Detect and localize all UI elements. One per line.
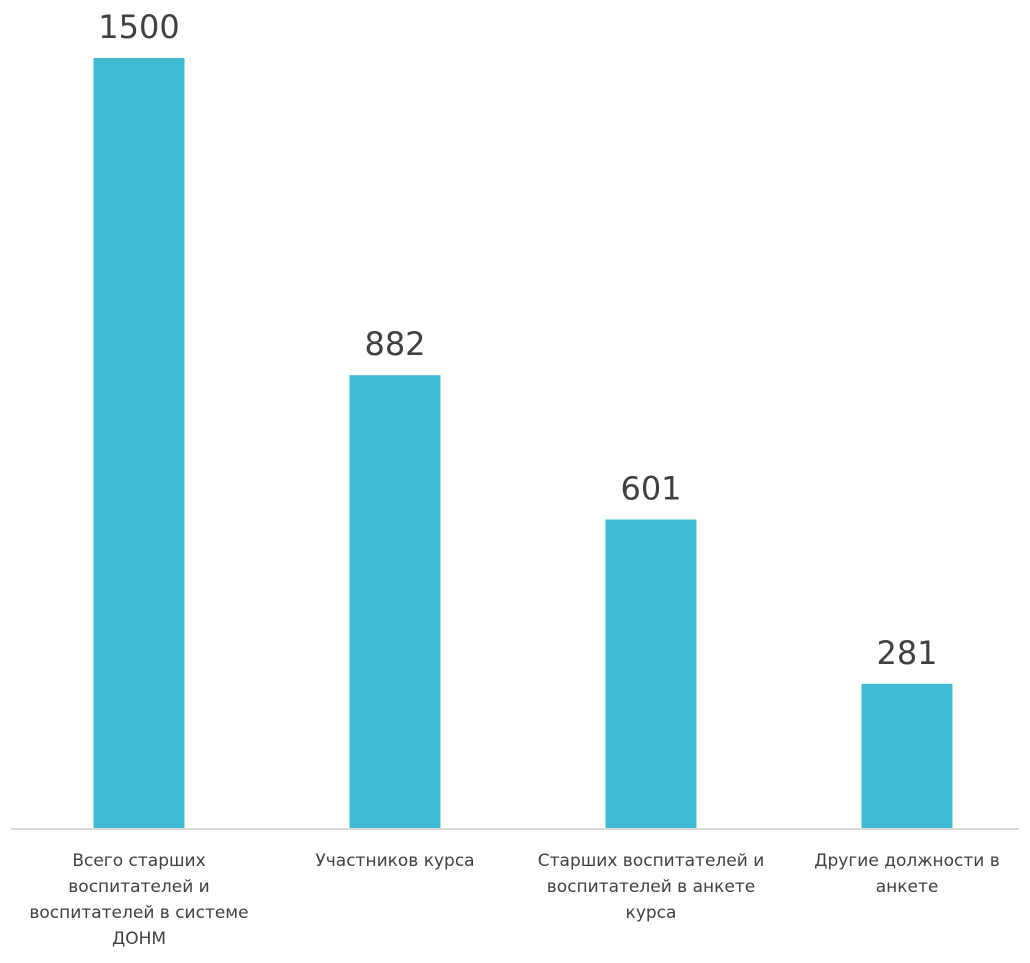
category-label-4: Другие должности в анкете — [814, 851, 1000, 897]
data-labels-group: 1500 882 601 281 — [98, 8, 937, 672]
data-label-4: 281 — [876, 634, 937, 672]
category-label-3: Старших воспитателей и воспитателей в ан… — [537, 851, 765, 923]
bar-1 — [93, 58, 185, 828]
category-label-1: Всего старших воспитателей и воспитателе… — [29, 851, 249, 949]
bar-2 — [349, 375, 441, 828]
data-label-2: 882 — [364, 325, 425, 363]
data-label-1: 1500 — [98, 8, 179, 46]
bar-4 — [861, 683, 953, 828]
bar-3 — [605, 519, 697, 828]
data-label-3: 601 — [620, 470, 681, 508]
bars-group — [93, 58, 953, 828]
category-label-2: Участников курса — [315, 851, 475, 871]
